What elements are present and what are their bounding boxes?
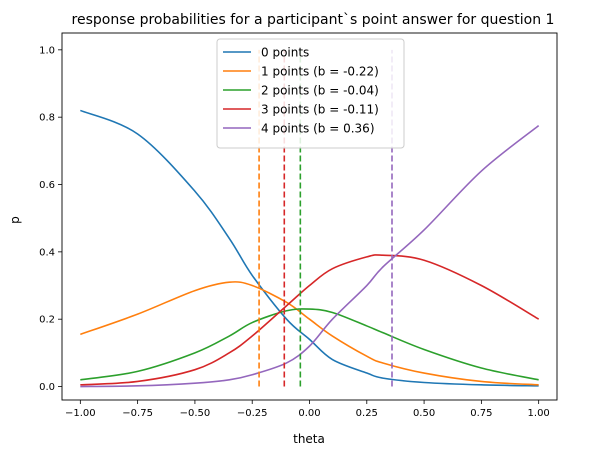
- legend-label-3: 3 points (b = -0.11): [261, 103, 379, 117]
- series-line-4: [80, 124, 540, 388]
- x-tick-label: 0.75: [470, 408, 492, 419]
- y-tick-label: 0.8: [39, 113, 55, 124]
- chart-title: response probabilities for a participant…: [72, 12, 555, 28]
- y-axis: 0.0 0.2 0.4 0.6 0.8 1.0: [39, 45, 62, 393]
- y-tick-label: 1.0: [39, 45, 55, 56]
- legend-label-0: 0 points: [261, 46, 309, 60]
- x-tick-label: −0.25: [237, 408, 268, 419]
- y-axis-label: p: [8, 216, 22, 224]
- legend-label-2: 2 points (b = -0.04): [261, 84, 379, 98]
- legend-label-1: 1 points (b = -0.22): [261, 65, 379, 79]
- y-tick-label: 0.2: [39, 315, 55, 326]
- y-tick-label: 0.6: [39, 180, 55, 191]
- x-tick-label: −0.50: [180, 408, 211, 419]
- x-tick-label: 0.25: [356, 408, 378, 419]
- series-line-3: [80, 254, 540, 386]
- y-tick-label: 0.0: [39, 382, 55, 393]
- series-line-1: [80, 281, 539, 386]
- x-tick-label: 1.00: [528, 408, 550, 419]
- legend-box: [216, 38, 405, 149]
- legend-label-4: 4 points (b = 0.36): [261, 122, 375, 136]
- legend: 0 points 1 points (b = -0.22) 2 points (b …: [216, 38, 405, 149]
- x-axis: −1.00 −0.75 −0.50 −0.25 0.00 0.25 0.50 0.75 1.00: [65, 400, 550, 419]
- x-axis-label: theta: [293, 432, 325, 446]
- x-tick-label: 0.50: [413, 408, 435, 419]
- series-line-2: [80, 308, 539, 381]
- series-line-0: [80, 109, 539, 387]
- x-tick-label: −0.75: [122, 408, 153, 419]
- y-tick-label: 0.4: [39, 247, 55, 258]
- x-tick-label: 0.00: [298, 408, 320, 419]
- x-tick-label: −1.00: [65, 408, 96, 419]
